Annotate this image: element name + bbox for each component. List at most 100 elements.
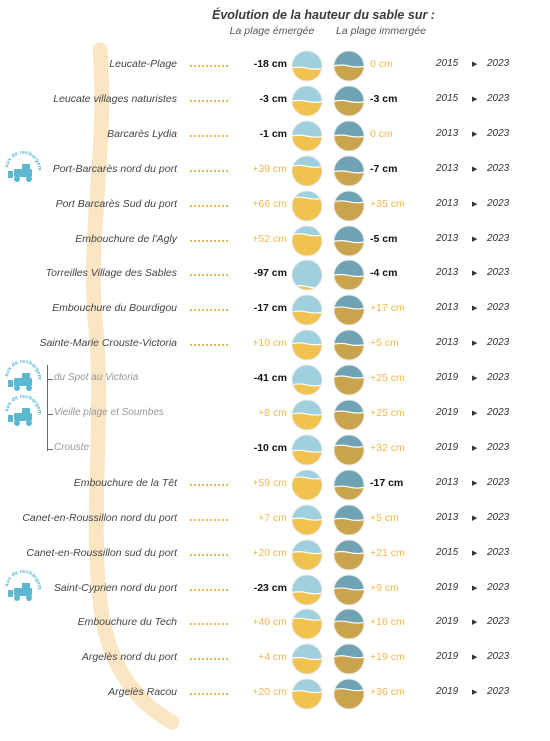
- end-year: 2023: [487, 337, 510, 349]
- start-year: 2013: [436, 267, 459, 279]
- circle-emergee: [291, 643, 323, 675]
- circle-immergee: [333, 294, 365, 326]
- site-label: Crouste: [54, 441, 90, 453]
- dotted-leader: [190, 658, 228, 661]
- circle-emergee: [291, 504, 323, 536]
- value-immergee: +35 cm: [370, 197, 405, 210]
- site-label: Port-Barcarès nord du port: [52, 162, 177, 175]
- arrow-right-icon: ▶: [472, 549, 478, 557]
- circle-emergee: [291, 329, 323, 361]
- arrow-right-icon: ▶: [472, 340, 478, 348]
- start-year: 2013: [436, 162, 459, 174]
- value-emergee: +20 cm: [252, 686, 287, 699]
- value-emergee: -23 cm: [253, 581, 287, 594]
- value-emergee: +59 cm: [252, 476, 287, 489]
- table-row: Port Barcarès Sud du port +66 cm +35 cm 201…: [0, 188, 550, 222]
- dotted-leader: [190, 623, 228, 626]
- dotted-leader: [190, 309, 228, 312]
- dotted-leader: [190, 65, 228, 67]
- site-label: Sainte-Marie Crouste-Victoria: [39, 337, 177, 350]
- dotted-leader: [190, 274, 228, 277]
- end-year: 2023: [487, 581, 510, 593]
- circle-immergee: [333, 155, 365, 187]
- value-immergee: +9 cm: [370, 581, 399, 594]
- table-row: Crouste -10 cm +32 cm 2019 ▶ 2023: [0, 432, 550, 466]
- start-year: 2019: [436, 616, 459, 628]
- dotted-leader: [190, 204, 228, 207]
- end-year: 2023: [487, 302, 510, 314]
- circle-immergee: [333, 434, 365, 466]
- value-emergee: +66 cm: [252, 197, 287, 210]
- value-emergee: -3 cm: [259, 92, 287, 105]
- circle-immergee: [333, 50, 365, 82]
- value-emergee: -41 cm: [253, 372, 287, 385]
- start-year: 2013: [436, 476, 459, 488]
- table-row: Leucate-Plage -18 cm 0 cm 2015 ▶ 2023: [0, 48, 550, 82]
- start-year: 2013: [436, 302, 459, 314]
- circle-immergee: [333, 678, 365, 710]
- end-year: 2023: [487, 267, 510, 279]
- value-immergee: -17 cm: [370, 476, 404, 489]
- site-label: Argelès Racou: [108, 686, 177, 699]
- start-year: 2015: [436, 58, 459, 69]
- site-label: Argelès nord du port: [81, 651, 177, 664]
- site-label: Torreilles Village des Sables: [45, 267, 177, 280]
- table-row: Argelès nord du port +4 cm +19 cm 2019 ▶ 2023: [0, 641, 550, 675]
- circle-emergee: [291, 539, 323, 571]
- arrow-right-icon: ▶: [472, 165, 478, 173]
- circle-immergee: [333, 504, 365, 536]
- site-label: Port Barcarès Sud du port: [55, 197, 177, 210]
- end-year: 2023: [487, 686, 510, 698]
- circle-emergee: [291, 259, 323, 291]
- arrow-right-icon: ▶: [472, 305, 478, 313]
- dotted-leader: [190, 134, 228, 137]
- bracket-tick: [47, 414, 53, 415]
- start-year: 2013: [436, 197, 459, 209]
- circle-immergee: [333, 608, 365, 640]
- circle-immergee: [333, 225, 365, 256]
- site-label: Embouchure de la Têt: [73, 476, 177, 489]
- arrow-right-icon: ▶: [472, 444, 478, 452]
- circle-emergee: [291, 399, 323, 431]
- circle-emergee: [291, 574, 323, 605]
- value-immergee: +19 cm: [370, 651, 405, 664]
- site-label: Barcarès Lydia: [107, 127, 177, 140]
- site-label: Embouchure du Tech: [77, 616, 177, 629]
- table-row: Sainte-Marie Crouste-Victoria +10 cm +5 cm…: [0, 327, 550, 361]
- bracket-tick: [47, 449, 53, 450]
- start-year: 2019: [436, 651, 459, 663]
- site-label: Leucate villages naturistes: [53, 92, 177, 105]
- start-year: 2019: [436, 407, 459, 418]
- value-emergee: -10 cm: [253, 441, 287, 454]
- table-row: Saint-Cyprien nord du port -23 cm +9 cm 201…: [0, 572, 550, 606]
- table-row: Torreilles Village des Sables -97 cm -4 cm…: [0, 257, 550, 291]
- value-immergee: +5 cm: [370, 337, 399, 350]
- table-row: Embouchure du Tech +40 cm +16 cm 2019 ▶ 2023: [0, 606, 550, 640]
- circle-emergee: [291, 678, 323, 710]
- arrow-right-icon: ▶: [472, 514, 478, 522]
- value-emergee: -18 cm: [253, 58, 287, 70]
- value-immergee: -3 cm: [370, 92, 398, 105]
- start-year: 2019: [436, 686, 459, 698]
- circle-emergee: [291, 294, 323, 326]
- site-label: Canet-en-Roussillon sud du port: [26, 546, 177, 559]
- dotted-leader: [190, 553, 228, 556]
- circle-emergee: [291, 608, 323, 640]
- end-year: 2023: [487, 232, 510, 244]
- dotted-leader: [190, 693, 228, 696]
- end-year: 2023: [487, 197, 510, 209]
- dotted-leader: [190, 99, 228, 102]
- value-emergee: -1 cm: [259, 127, 287, 140]
- value-emergee: +20 cm: [252, 546, 287, 559]
- value-immergee: +36 cm: [370, 686, 405, 699]
- value-emergee: -97 cm: [253, 267, 287, 280]
- site-label: Embouchure de l'Agly: [75, 232, 177, 245]
- value-immergee: +25 cm: [370, 372, 405, 385]
- dotted-leader: [190, 239, 228, 242]
- arrow-right-icon: ▶: [472, 410, 478, 417]
- sub-sites-bracket: [47, 365, 48, 451]
- value-emergee: +40 cm: [252, 616, 287, 629]
- value-emergee: +4 cm: [258, 651, 287, 664]
- end-year: 2023: [487, 616, 510, 628]
